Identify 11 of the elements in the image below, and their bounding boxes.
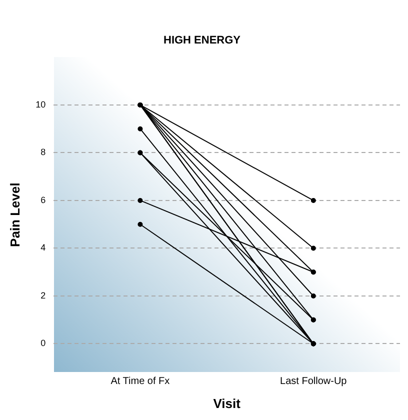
y-tick-label: 4 (40, 242, 46, 253)
y-tick-label: 10 (36, 99, 46, 110)
y-axis-title: Pain Level (7, 182, 22, 247)
x-tick-label: Last Follow-Up (280, 376, 348, 388)
x-axis-title: Visit (213, 396, 242, 411)
y-tick-label: 8 (40, 147, 46, 158)
y-tick-label: 0 (40, 338, 46, 348)
y-tick-label: 6 (40, 194, 46, 205)
x-tick-label: At Time of Fx (110, 376, 170, 388)
y-tick-label: 2 (40, 290, 46, 300)
chart-title: HIGH ENERGY (163, 34, 242, 47)
